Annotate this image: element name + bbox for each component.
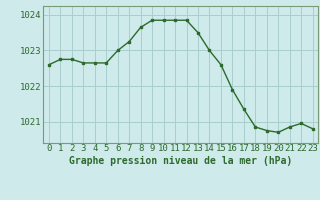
X-axis label: Graphe pression niveau de la mer (hPa): Graphe pression niveau de la mer (hPa) xyxy=(69,156,292,166)
